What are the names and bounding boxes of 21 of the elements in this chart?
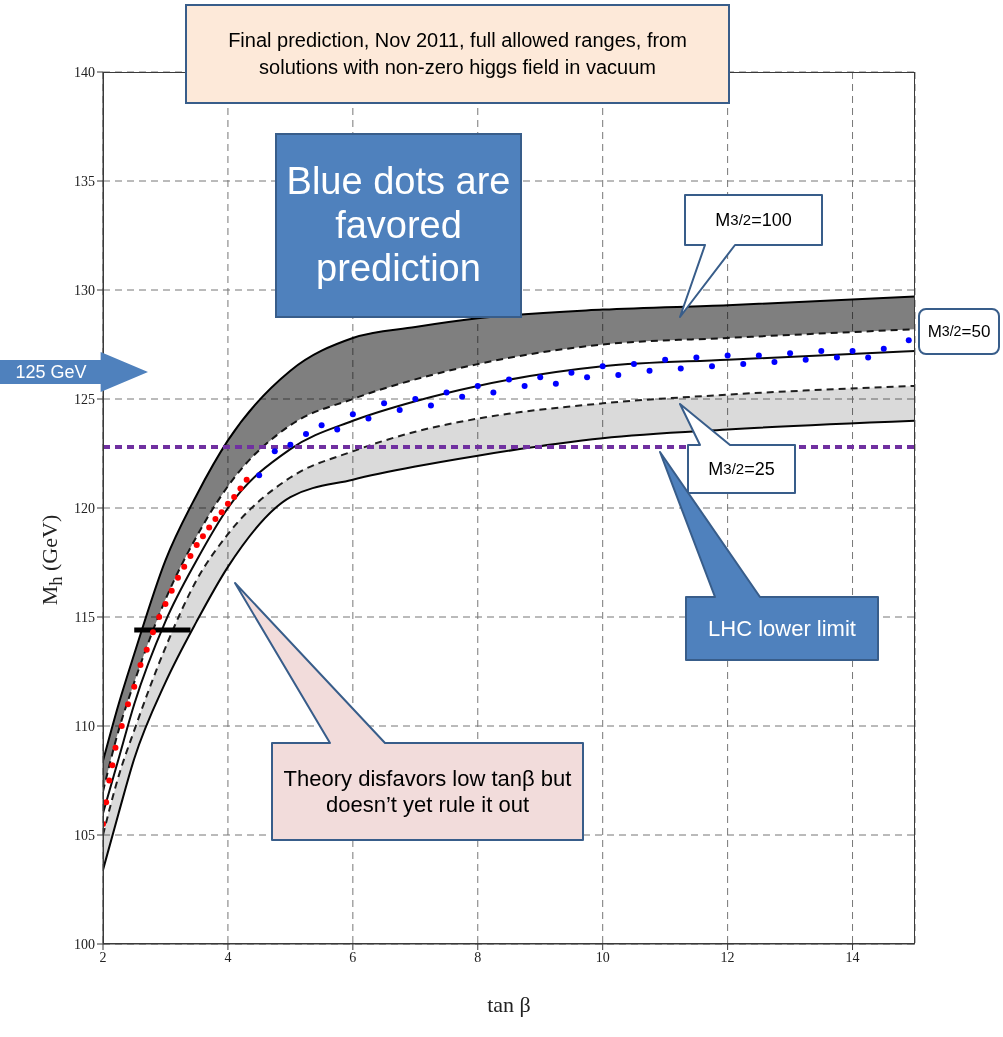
- x-tick-label: 6: [349, 949, 357, 965]
- y-tick-label: 140: [74, 64, 95, 80]
- x-tick-label: 8: [474, 949, 482, 965]
- x-tick-label: 4: [224, 949, 232, 965]
- x-tick-label: 12: [720, 949, 735, 965]
- x-tick-label: 10: [595, 949, 610, 965]
- callout-box: Blue dots are favored prediction: [275, 133, 522, 318]
- annotation: LHC lower limit: [707, 614, 857, 643]
- y-tick-label: 110: [74, 718, 95, 734]
- title-box: Final prediction, Nov 2011, full allowed ranges, from solutions with non-zero higgs field in vacuum: [185, 4, 730, 104]
- y-tick-label: 130: [74, 282, 95, 298]
- y-tick-label: 125: [74, 391, 95, 407]
- y-tick-label: 100: [74, 936, 95, 952]
- x-axis-title: tan β: [487, 992, 531, 1017]
- y-tick-label: 120: [74, 500, 95, 516]
- y-tick-label: 135: [74, 173, 95, 189]
- y-tick-label: 115: [74, 609, 95, 625]
- y-tick-label: 105: [74, 827, 95, 843]
- annotation: Theory disfavors low tanβ but doesn’t yet rule it out: [282, 765, 573, 819]
- x-tick-label: 14: [845, 949, 860, 965]
- x-tick-label: 2: [99, 949, 107, 965]
